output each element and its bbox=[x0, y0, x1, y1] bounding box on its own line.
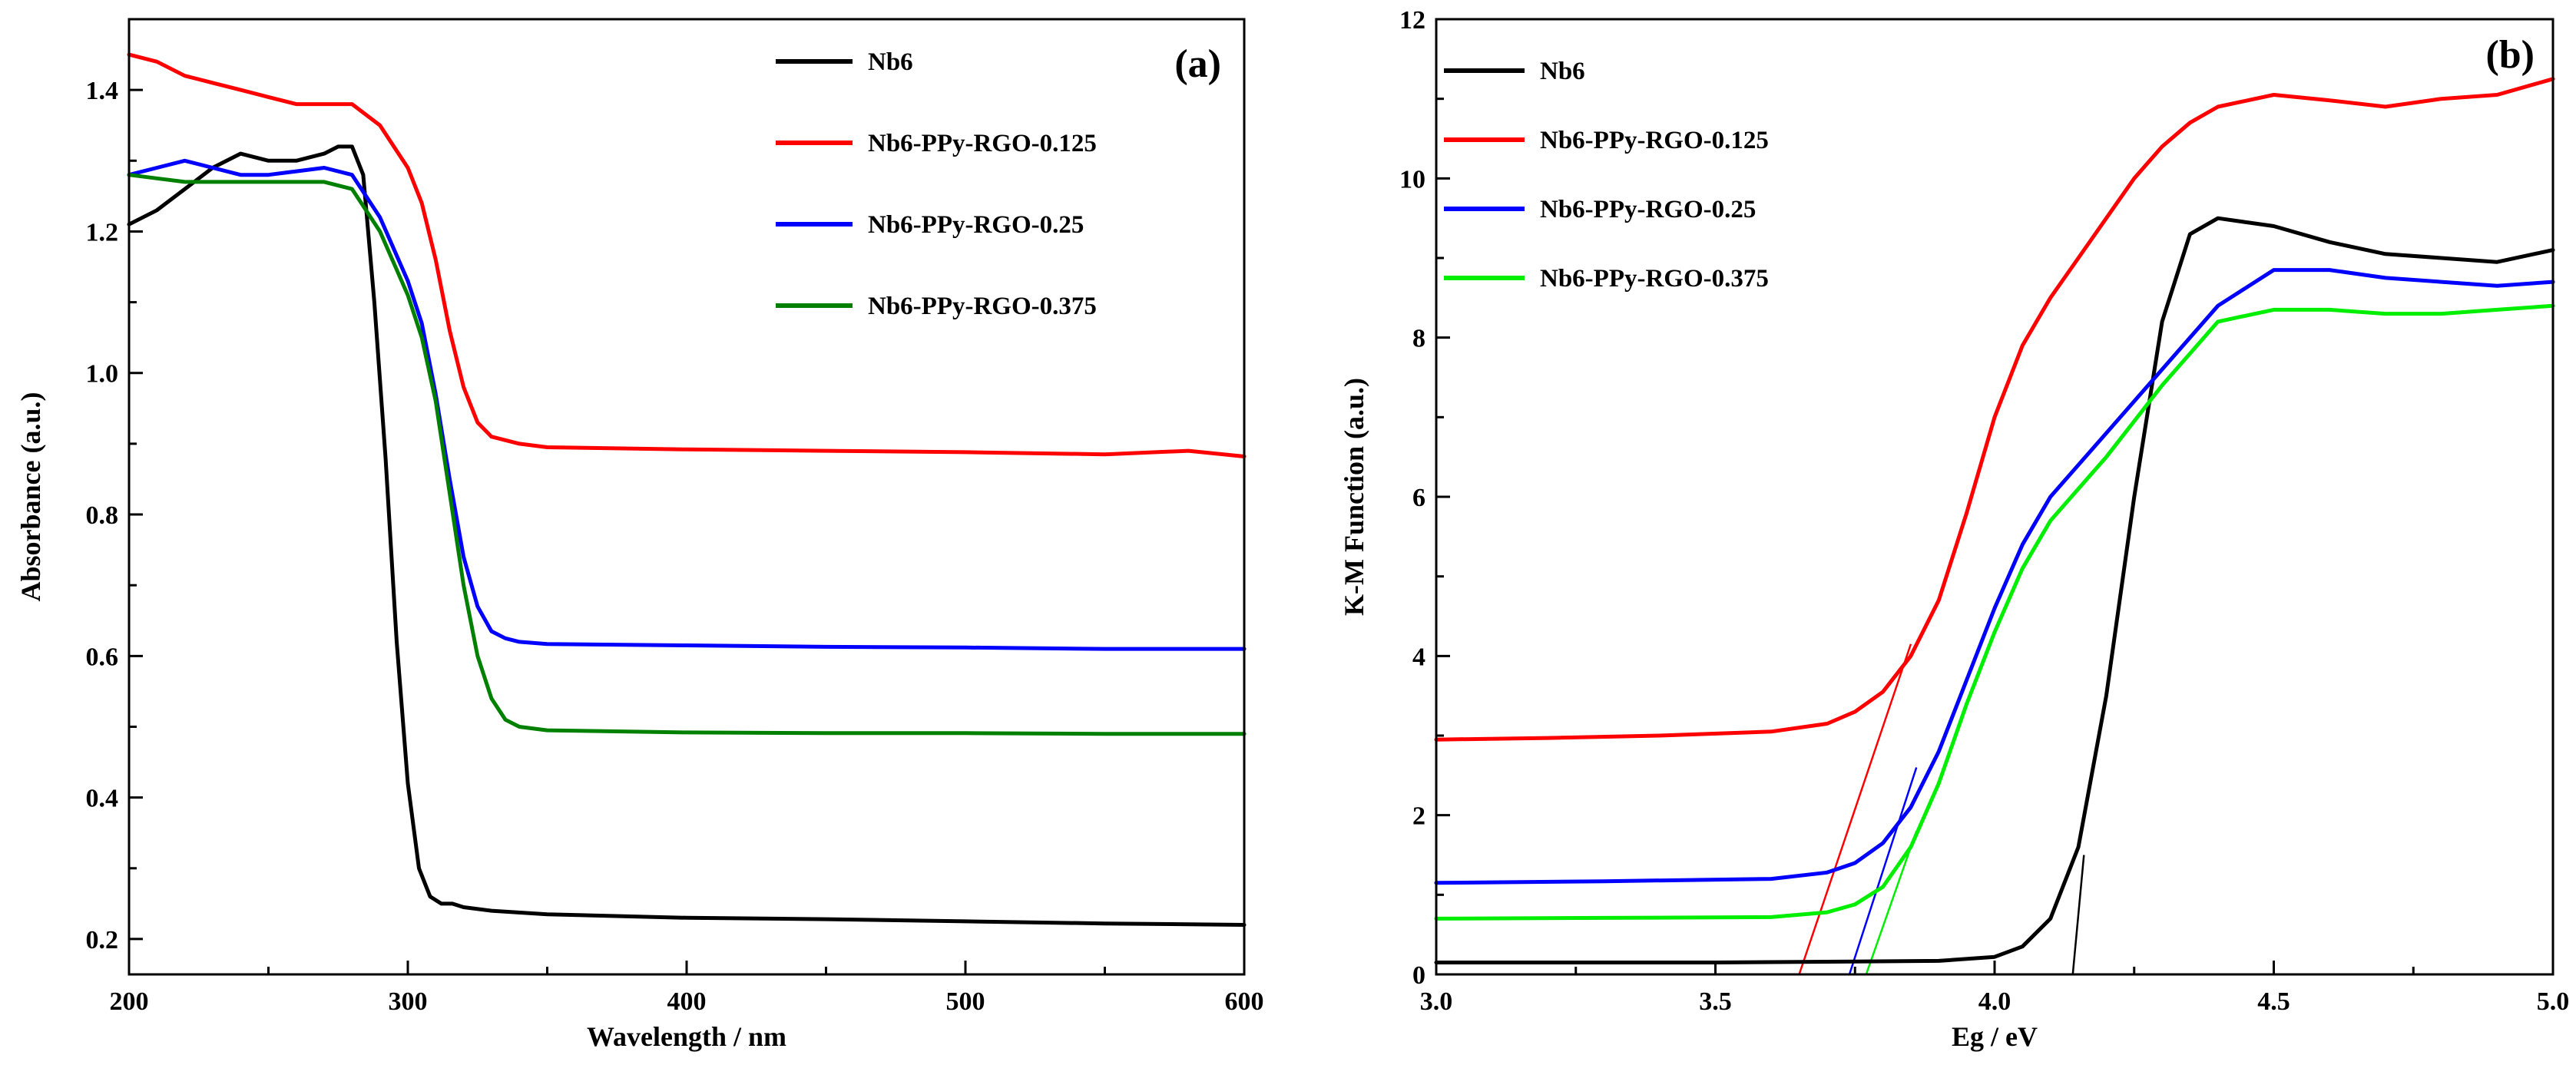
panel-b-x-tick-label: 5.0 bbox=[2537, 987, 2570, 1016]
panel-b-x-tick-label: 4.0 bbox=[1978, 987, 2011, 1016]
panel-b-x-axis-title: Eg / eV bbox=[1952, 1021, 2038, 1052]
panel-a-series-line-3 bbox=[127, 173, 1247, 736]
panel-a-legend-label: Nb6-PPy-RGO-0.125 bbox=[868, 130, 1097, 157]
panel-a-legend: Nb6 Nb6-PPy-RGO-0.125 Nb6-PPy-RGO-0.25 Nb6-… bbox=[776, 48, 1097, 320]
panel-a-y-axis-title: Absorbance (a.u.) bbox=[15, 392, 46, 601]
panel-a-x-tick-label: 500 bbox=[946, 987, 985, 1016]
panel-b-y-tick-label: 6 bbox=[1412, 484, 1425, 512]
panel-b-y-tick-label: 12 bbox=[1399, 6, 1425, 35]
panel-a-ticks: 200 300 400 500 600 0.2 0.4 0.6 0.8 1.0 1.2 1.4 bbox=[86, 77, 1264, 1016]
panel-b-series bbox=[1434, 77, 2555, 964]
panel-a-y-tick-label: 1.2 bbox=[86, 218, 119, 246]
panel-b-series-line-2 bbox=[1434, 268, 2555, 885]
panel-a-x-tick-label: 600 bbox=[1225, 987, 1264, 1016]
panel-a-y-tick-label: 1.0 bbox=[86, 360, 119, 389]
panel-b-tangent-fit-line bbox=[1848, 767, 1918, 975]
panel-a-label: (a) bbox=[1174, 42, 1221, 86]
panel-a-y-tick-label: 0.6 bbox=[86, 643, 119, 671]
panel-b-series-line-1 bbox=[1434, 77, 2555, 742]
panel-b-y-tick-label: 10 bbox=[1399, 165, 1425, 193]
panel-b-tangent-fit-line bbox=[1798, 643, 1912, 975]
panel-a-series-line-0 bbox=[127, 144, 1247, 927]
panel-b-y-tick-label: 0 bbox=[1412, 961, 1425, 990]
panel-a-y-tick-label: 0.2 bbox=[86, 926, 119, 954]
panel-b-label: (b) bbox=[2485, 33, 2535, 77]
panel-b-y-axis-title: K-M Function (a.u.) bbox=[1339, 378, 1369, 616]
panel-b-series-line-3 bbox=[1434, 303, 2555, 921]
panel-b-series-line-0 bbox=[1434, 216, 2555, 964]
panel-b: 3.0 3.5 4.0 4.5 5.0 0 2 4 6 8 10 12 Eg / eV K-M Fun… bbox=[1339, 6, 2569, 1052]
panel-a-x-axis-title: Wavelength / nm bbox=[587, 1021, 786, 1052]
panel-b-legend: Nb6 Nb6-PPy-RGO-0.125 Nb6-PPy-RGO-0.25 Nb6-… bbox=[1444, 58, 1769, 293]
panel-a: 200 300 400 500 600 0.2 0.4 0.6 0.8 1.0 1.2 1.4 Wav… bbox=[15, 18, 1264, 1052]
panel-a-series bbox=[127, 52, 1247, 927]
panel-a-series-line-1 bbox=[127, 52, 1247, 458]
panel-b-y-tick-label: 8 bbox=[1412, 325, 1425, 353]
panel-b-y-tick-label: 2 bbox=[1412, 802, 1425, 831]
panel-a-y-tick-label: 0.4 bbox=[86, 785, 119, 813]
panel-b-tangent-fit-line bbox=[1865, 830, 1918, 975]
panel-a-y-tick-label: 0.8 bbox=[86, 501, 119, 530]
panel-b-legend-label: Nb6-PPy-RGO-0.375 bbox=[1540, 265, 1769, 293]
panel-a-y-tick-label: 1.4 bbox=[86, 77, 119, 105]
panel-b-legend-label: Nb6-PPy-RGO-0.125 bbox=[1540, 127, 1769, 154]
panel-a-legend-label: Nb6-PPy-RGO-0.375 bbox=[868, 293, 1097, 320]
panel-b-fit-lines bbox=[1798, 643, 2085, 975]
panel-b-y-tick-label: 4 bbox=[1412, 643, 1425, 671]
panel-b-tangent-fit-line bbox=[2071, 855, 2085, 975]
panel-b-ticks: 3.0 3.5 4.0 4.5 5.0 0 2 4 6 8 10 12 bbox=[1399, 6, 2569, 1016]
panel-b-plot-frame bbox=[1435, 18, 2554, 976]
panel-b-legend-label: Nb6-PPy-RGO-0.25 bbox=[1540, 196, 1756, 223]
panel-b-x-tick-label: 3.0 bbox=[1420, 987, 1453, 1016]
panel-a-legend-label: Nb6-PPy-RGO-0.25 bbox=[868, 211, 1084, 239]
panel-a-x-tick-label: 400 bbox=[667, 987, 707, 1016]
panel-a-x-tick-label: 200 bbox=[110, 987, 149, 1016]
panel-a-x-tick-label: 300 bbox=[389, 987, 428, 1016]
panel-b-x-tick-label: 3.5 bbox=[1699, 987, 1732, 1016]
panel-b-x-tick-label: 4.5 bbox=[2257, 987, 2290, 1016]
panel-b-legend-label: Nb6 bbox=[1540, 58, 1585, 85]
panel-a-legend-label: Nb6 bbox=[868, 48, 913, 76]
